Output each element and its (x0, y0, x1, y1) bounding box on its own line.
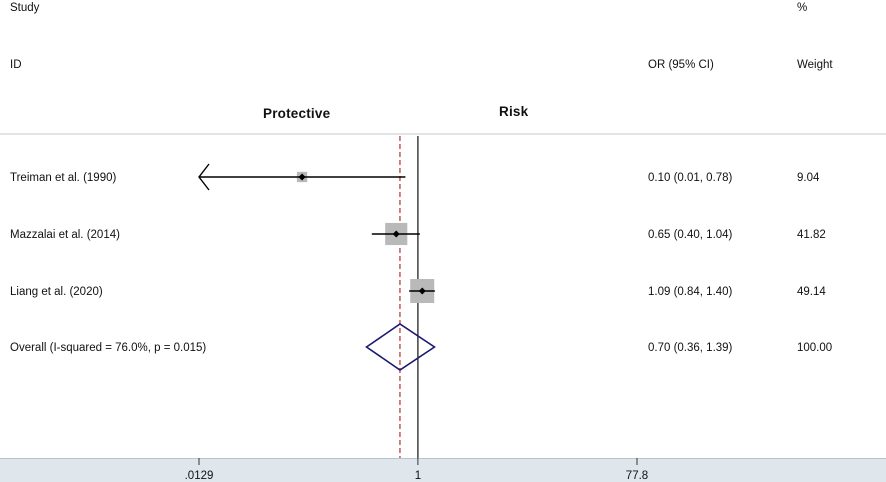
overall-weight: 100.00 (797, 342, 833, 354)
study-ci-2: 0.65 (0.40, 1.04) (648, 229, 733, 241)
study-weight-1: 9.04 (797, 172, 820, 184)
or-ci-header: OR (95% CI) (648, 59, 714, 71)
study-weight-2: 41.82 (797, 229, 826, 241)
study-label-3: Liang et al. (2020) (10, 286, 103, 298)
study-point-estimate (392, 230, 400, 238)
x-tick-label: 77.8 (625, 470, 649, 482)
study-header: Study (10, 2, 40, 14)
id-header: ID (10, 59, 22, 71)
x-tick-label: 1 (414, 470, 422, 482)
study-ci-3: 1.09 (0.84, 1.40) (648, 286, 733, 298)
study-weight-3: 49.14 (797, 286, 826, 298)
risk-label: Risk (499, 104, 529, 119)
ci-truncation-arrow (198, 163, 210, 191)
weight-header: Weight (797, 59, 833, 71)
study-label-2: Mazzalai et al. (2014) (10, 229, 120, 241)
protective-label: Protective (263, 106, 331, 121)
study-ci-1: 0.10 (0.01, 0.78) (648, 172, 733, 184)
study-point-estimate (418, 287, 426, 295)
x-axis-band (0, 458, 886, 482)
overall-label: Overall (I-squared = 76.0%, p = 0.015) (10, 342, 207, 354)
weight-percent-header: % (797, 2, 808, 14)
overall-ci: 0.70 (0.36, 1.39) (648, 342, 733, 354)
x-tick-label: .0129 (184, 470, 214, 482)
study-label-1: Treiman et al. (1990) (10, 172, 117, 184)
overall-diamond (365, 323, 436, 371)
study-point-estimate (298, 173, 306, 181)
